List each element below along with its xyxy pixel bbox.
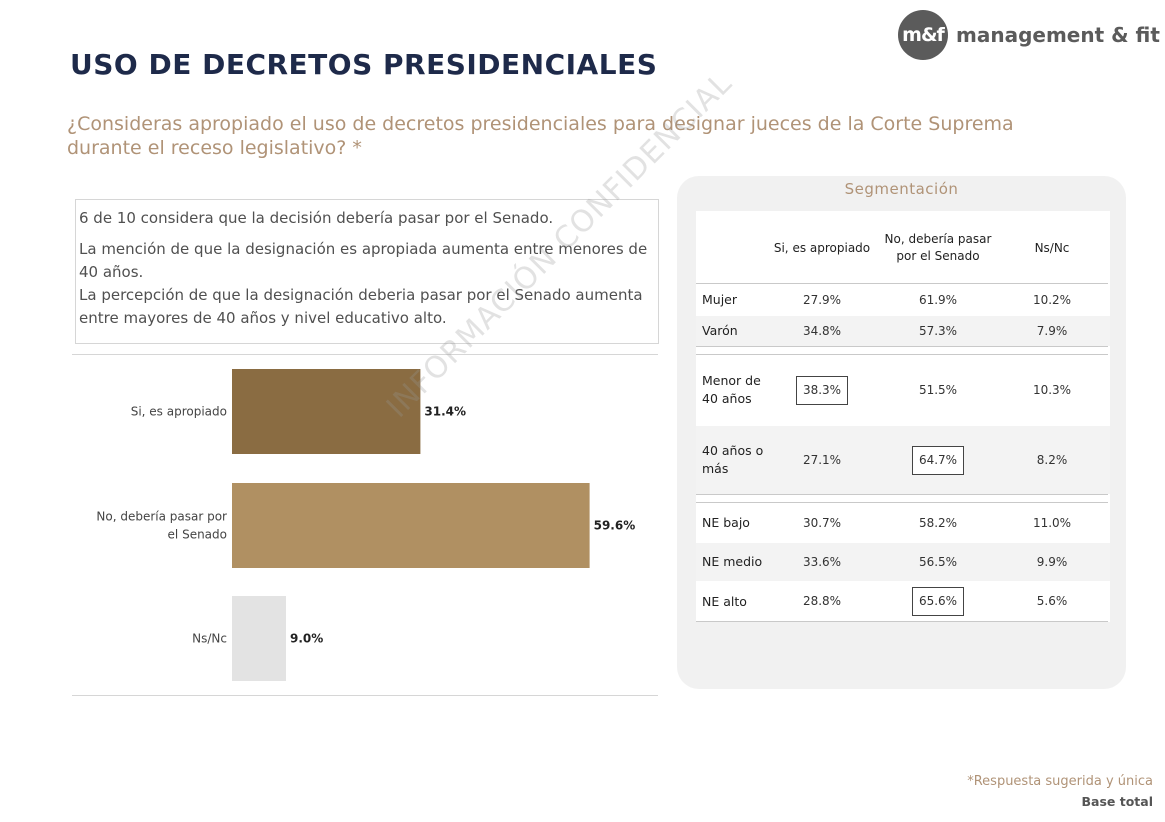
segment-value: 57.3% [880, 316, 996, 346]
insight-box: 6 de 10 considera que la decisión deberí… [75, 199, 659, 344]
value-text: 56.5% [918, 554, 958, 569]
survey-question: ¿Consideras apropiado el uso de decretos… [67, 113, 1014, 159]
value-text: 8.2% [1036, 452, 1068, 467]
table-divider [696, 354, 1108, 355]
table-divider [696, 346, 1108, 347]
insight-2: La mención de que la designación es apro… [79, 240, 648, 281]
footnote: *Respuesta sugerida y única [967, 774, 1153, 789]
value-text: 61.9% [918, 292, 958, 307]
segment-label: NE medio [702, 554, 763, 569]
bar-category-label: No, debería pasar por el Senado [96, 510, 227, 542]
bar-0 [232, 369, 421, 454]
chart-bottom-divider [72, 695, 658, 696]
bar-category-label: Si, es apropiado [131, 405, 227, 419]
segment-value: 27.9% [766, 284, 878, 316]
segment-value: 11.0% [996, 503, 1108, 543]
table-divider [696, 502, 1108, 503]
segment-value: 30.7% [766, 503, 878, 543]
segment-value: 10.2% [996, 284, 1108, 316]
table-divider [696, 283, 1108, 284]
value-text: 9.9% [1036, 554, 1068, 569]
value-text: 51.5% [918, 382, 958, 397]
table-divider [696, 621, 1108, 622]
segment-value: 51.5% [880, 356, 996, 424]
value-text: 57.3% [918, 323, 958, 338]
highlighted-value: 64.7% [911, 445, 965, 475]
bar-1 [232, 483, 590, 568]
segment-label: Varón [702, 323, 738, 338]
chart-top-divider [72, 354, 658, 355]
bar-chart: 31.4% Si, es apropiado 59.6% No, debería pa… [96, 369, 636, 681]
value-text: 10.2% [1032, 292, 1072, 307]
segment-value: 28.8% [766, 582, 878, 621]
segment-label: NE alto [702, 593, 747, 609]
logo-mark: m&f [898, 10, 948, 60]
segment-value: 38.3% [766, 356, 878, 424]
segment-value: 56.5% [880, 543, 996, 581]
value-text: 27.9% [802, 292, 842, 307]
row-shade [696, 316, 1110, 346]
bar-category-label: Ns/Nc [192, 632, 227, 646]
bar-value-label: 9.0% [290, 632, 323, 646]
insight-3: La percepción de que la designación debe… [79, 286, 643, 327]
row-shade [696, 543, 1110, 581]
value-text: 34.8% [802, 323, 842, 338]
column-header: Ns/Nc [1034, 240, 1070, 255]
highlighted-value: 65.6% [911, 587, 965, 616]
segment-value: 33.6% [766, 543, 878, 581]
segment-value: 65.6% [880, 582, 996, 621]
segmentation-title: Segmentación [844, 180, 959, 198]
segment-value: 9.9% [996, 543, 1108, 581]
bar-value-label: 59.6% [594, 519, 636, 533]
insight-1: 6 de 10 considera que la decisión deberí… [79, 209, 554, 227]
bar-2 [232, 596, 286, 681]
value-text: 7.9% [1036, 323, 1068, 338]
value-text: 27.1% [802, 452, 842, 467]
highlighted-value: 38.3% [795, 375, 849, 405]
value-text: 5.6% [1036, 594, 1068, 608]
value-text: 58.2% [918, 515, 958, 530]
bar-value-label: 31.4% [424, 405, 466, 419]
segment-label: Mujer [702, 292, 738, 307]
segment-label: Menor de 40 años [702, 373, 761, 406]
segment-value: 58.2% [880, 503, 996, 543]
segment-value: 5.6% [996, 582, 1108, 621]
segment-value: 64.7% [880, 426, 996, 494]
segment-value: 10.3% [996, 356, 1108, 424]
row-shade [696, 426, 1110, 494]
base-note: Base total [1081, 794, 1154, 809]
brand-logo: m&f management & fit [898, 9, 1160, 61]
value-text: 28.8% [802, 594, 842, 608]
segment-value: 8.2% [996, 426, 1108, 494]
segment-value: 7.9% [996, 316, 1108, 346]
value-text: 10.3% [1032, 382, 1072, 397]
logo-name: management & fit [956, 23, 1160, 47]
page-title: USO DE DECRETOS PRESIDENCIALES [70, 48, 658, 81]
table-divider [696, 494, 1108, 495]
segment-label: 40 años o más [702, 443, 764, 476]
segment-label: NE bajo [702, 515, 750, 530]
column-header: Si, es apropiado [773, 240, 871, 255]
value-text: 30.7% [802, 515, 842, 530]
segment-value: 34.8% [766, 316, 878, 346]
value-text: 11.0% [1032, 515, 1072, 530]
segment-value: 27.1% [766, 426, 878, 494]
column-header: No, debería pasar por el Senado [884, 232, 992, 263]
value-text: 33.6% [802, 554, 842, 569]
segment-value: 61.9% [880, 284, 996, 316]
